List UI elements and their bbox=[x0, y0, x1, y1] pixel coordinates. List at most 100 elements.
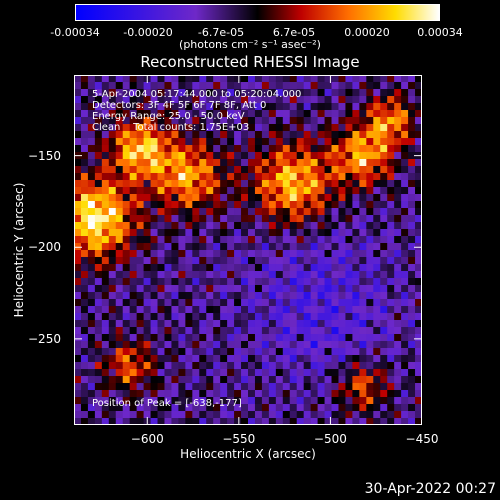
heatmap-cell bbox=[80, 145, 89, 153]
heatmap-cell bbox=[359, 278, 367, 286]
heatmap-cell bbox=[122, 278, 131, 286]
heatmap-cell bbox=[206, 243, 214, 251]
heatmap-cell bbox=[380, 229, 388, 237]
heatmap-cell bbox=[129, 292, 138, 300]
heatmap-cell bbox=[352, 320, 360, 328]
heatmap-cell bbox=[408, 89, 416, 97]
heatmap-cell bbox=[94, 397, 103, 405]
heatmap-cell bbox=[408, 124, 416, 132]
heatmap-cell bbox=[296, 250, 305, 258]
heatmap-cell bbox=[261, 201, 270, 209]
heatmap-cell bbox=[380, 201, 388, 209]
heatmap-cell bbox=[129, 110, 138, 118]
heatmap-cell bbox=[178, 355, 186, 363]
heatmap-cell bbox=[74, 243, 82, 251]
heatmap-cell bbox=[248, 355, 256, 363]
heatmap-cell bbox=[275, 264, 284, 272]
heatmap-cell bbox=[261, 390, 270, 398]
heatmap-cell bbox=[129, 82, 138, 90]
heatmap-cell bbox=[317, 334, 325, 342]
x-tick-label: −600 bbox=[130, 432, 164, 446]
heatmap-cell bbox=[213, 376, 221, 384]
heatmap-cell bbox=[366, 103, 374, 111]
heatmap-cell bbox=[157, 229, 165, 237]
heatmap-cell bbox=[74, 103, 82, 111]
heatmap-cell bbox=[143, 250, 151, 258]
heatmap-cell bbox=[373, 250, 381, 258]
heatmap-cell bbox=[115, 348, 124, 356]
heatmap-cell bbox=[178, 299, 186, 307]
heatmap-cell bbox=[185, 103, 193, 111]
heatmap-cell bbox=[136, 250, 144, 258]
heatmap-cell bbox=[310, 341, 318, 349]
heatmap-cell bbox=[143, 96, 151, 104]
heatmap-cell bbox=[199, 82, 207, 90]
heatmap-cell bbox=[129, 341, 138, 349]
heatmap-cell bbox=[310, 75, 318, 83]
heatmap-cell bbox=[366, 166, 374, 174]
heatmap-cell bbox=[234, 96, 242, 104]
heatmap-cell bbox=[171, 201, 179, 209]
heatmap-cell bbox=[213, 124, 221, 132]
heatmap-cell bbox=[408, 369, 416, 377]
heatmap-cell bbox=[289, 383, 298, 391]
heatmap-cell bbox=[394, 383, 402, 391]
heatmap-cell bbox=[248, 131, 256, 139]
heatmap-cell bbox=[80, 383, 89, 391]
heatmap-cell bbox=[178, 131, 186, 139]
heatmap-cell bbox=[136, 138, 144, 146]
heatmap-cell bbox=[282, 201, 291, 209]
heatmap-cell bbox=[331, 243, 339, 251]
heatmap-cell bbox=[185, 369, 193, 377]
heatmap-cell bbox=[338, 257, 346, 265]
heatmap-cell bbox=[101, 201, 110, 209]
heatmap-cell bbox=[261, 208, 270, 216]
heatmap-cell bbox=[234, 299, 242, 307]
heatmap-cell bbox=[373, 278, 381, 286]
heatmap-cell bbox=[171, 257, 179, 265]
colorbar-tick-label: -0.00034 bbox=[50, 26, 100, 39]
heatmap-cell bbox=[282, 236, 291, 244]
heatmap-cell bbox=[206, 411, 214, 419]
heatmap-cell bbox=[199, 383, 207, 391]
heatmap-cell bbox=[192, 327, 200, 335]
heatmap-cell bbox=[74, 194, 82, 202]
heatmap-cell bbox=[317, 411, 325, 419]
heatmap-cell bbox=[289, 390, 298, 398]
heatmap-cell bbox=[227, 362, 235, 370]
heatmap-cell bbox=[303, 306, 312, 314]
heatmap-cell bbox=[373, 222, 381, 230]
heatmap-cell bbox=[164, 341, 172, 349]
heatmap-cell bbox=[206, 362, 214, 370]
heatmap-cell bbox=[199, 96, 207, 104]
heatmap-cell bbox=[220, 327, 228, 335]
heatmap-cell bbox=[143, 117, 151, 125]
heatmap-cell bbox=[115, 187, 124, 195]
heatmap-cell bbox=[268, 229, 277, 237]
heatmap-cell bbox=[206, 103, 214, 111]
heatmap-cell bbox=[80, 166, 89, 174]
heatmap-cell bbox=[331, 334, 339, 342]
heatmap-cell bbox=[220, 348, 228, 356]
heatmap-cell bbox=[185, 341, 193, 349]
heatmap-cell bbox=[415, 243, 422, 251]
heatmap-cell bbox=[387, 166, 395, 174]
heatmap-cell bbox=[213, 75, 221, 83]
heatmap-cell bbox=[143, 404, 151, 412]
heatmap-cell bbox=[80, 327, 89, 335]
heatmap-cell bbox=[408, 201, 416, 209]
heatmap-cell bbox=[317, 124, 325, 132]
heatmap-cell bbox=[213, 397, 221, 405]
x-axis-label: Heliocentric X (arcsec) bbox=[180, 447, 316, 461]
heatmap-cell bbox=[192, 383, 200, 391]
heatmap-cell bbox=[122, 292, 131, 300]
heatmap-cell bbox=[150, 278, 158, 286]
heatmap-cell bbox=[317, 348, 325, 356]
heatmap-cell bbox=[331, 117, 339, 125]
heatmap-cell bbox=[143, 159, 151, 167]
heatmap-cell bbox=[220, 215, 228, 223]
heatmap-cell bbox=[192, 362, 200, 370]
heatmap-cell bbox=[394, 124, 402, 132]
heatmap-cell bbox=[122, 355, 131, 363]
heatmap-cell bbox=[359, 341, 367, 349]
